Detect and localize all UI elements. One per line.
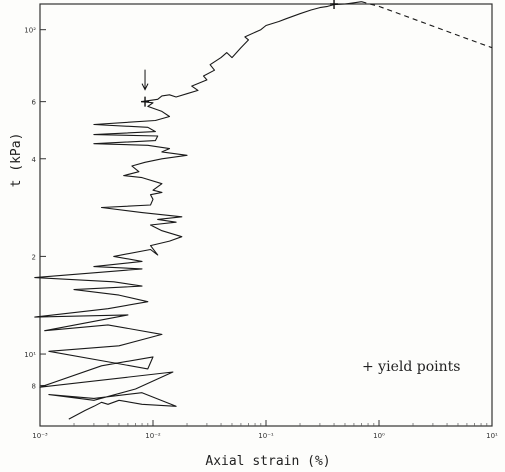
y-tick-label-0: 8	[32, 382, 36, 390]
x-tick-label-2: 10⁻¹	[258, 432, 274, 440]
y-tick-label-3: 4	[32, 156, 37, 164]
y-axis-label: t (kPa)	[9, 133, 24, 188]
x-tick-label-0: 10⁻³	[32, 432, 48, 440]
y-tick-label-2: 2	[32, 253, 36, 261]
series-line-0	[34, 1, 362, 420]
series-line-1	[361, 1, 493, 49]
y-tick-label-5: 10²	[24, 27, 36, 35]
x-axis-label: Axial strain (%)	[205, 454, 330, 469]
x-tick-label-4: 10¹	[486, 432, 498, 440]
legend-text: + yield points	[362, 359, 460, 375]
y-tick-label-4: 6	[32, 99, 37, 107]
y-tick-label-1: 10¹	[24, 351, 36, 359]
plot-marks: 10⁻³ 10⁻² 10⁻¹ 10⁰ 10¹ 8 10¹ 2 4 6 10²	[24, 0, 498, 440]
x-tick-label-3: 10⁰	[373, 432, 385, 440]
yield-arrowhead-0	[141, 83, 149, 91]
x-tick-label-1: 10⁻²	[145, 432, 161, 440]
